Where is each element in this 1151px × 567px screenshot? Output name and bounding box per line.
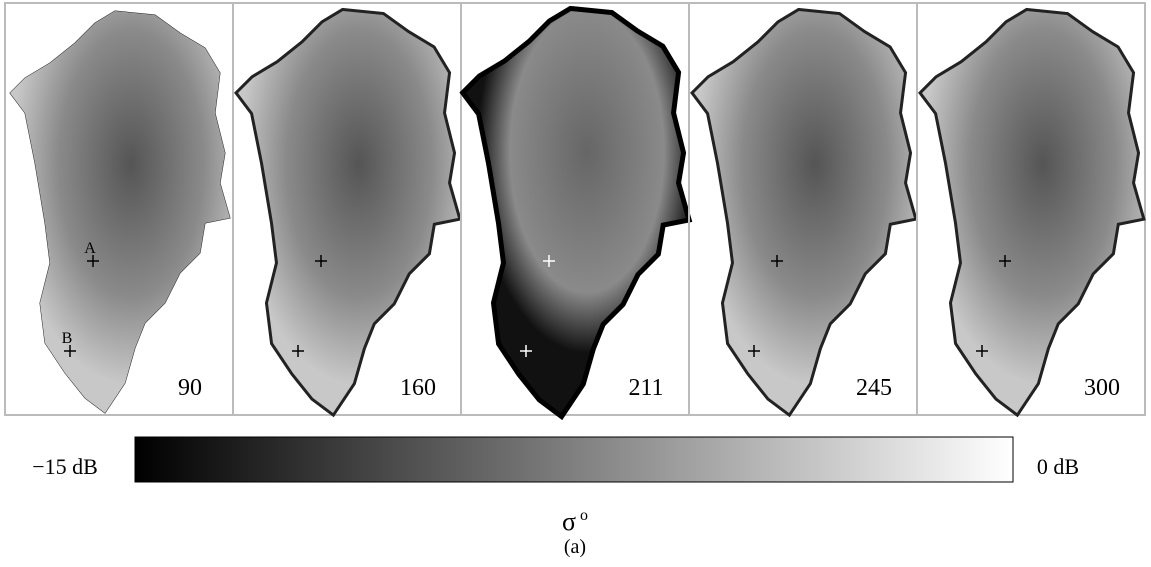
- colorbar-min-label: −15 dB: [32, 454, 98, 479]
- day-label: 245: [856, 375, 892, 401]
- day-label: 160: [400, 375, 436, 401]
- panel: 160: [233, 3, 458, 415]
- colorbar: [135, 437, 1013, 482]
- colorbar-max-label: 0 dB: [1037, 454, 1079, 479]
- day-label: 90: [178, 375, 202, 401]
- panel: 245: [689, 3, 914, 415]
- panel: A B 90: [10, 11, 230, 413]
- point-label: B: [62, 330, 73, 347]
- panel: 300: [917, 3, 1142, 415]
- point-label: A: [84, 240, 96, 257]
- symbol-base: σ: [562, 507, 576, 536]
- day-label: 300: [1084, 375, 1120, 401]
- panel: 211: [461, 3, 686, 415]
- symbol-superscript: o: [580, 507, 588, 524]
- figure: −15 dB 0 dB σo (a) A B 90 160 211 245 300: [0, 0, 1151, 562]
- caption: (a): [564, 536, 586, 558]
- day-label: 211: [628, 375, 663, 401]
